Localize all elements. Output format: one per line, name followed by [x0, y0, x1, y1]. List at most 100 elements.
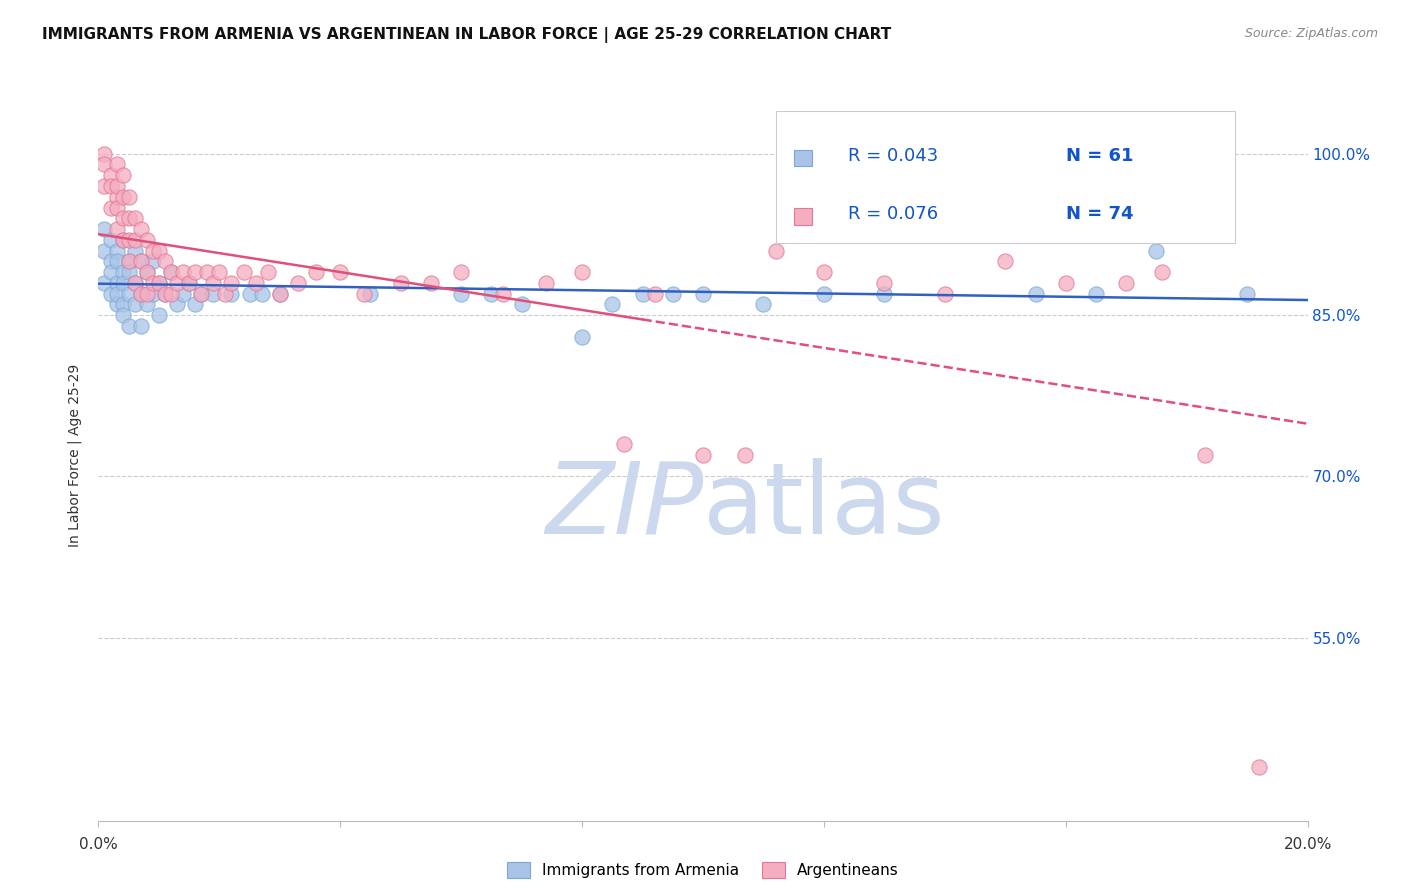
Point [105, 297, 128, 311]
Point [184, 297, 207, 311]
Point [214, 286, 236, 301]
Point [492, 286, 515, 301]
Point [269, 286, 291, 301]
Point [602, 297, 624, 311]
Point [135, 286, 157, 301]
Point [124, 211, 146, 226]
Point [129, 254, 152, 268]
Point [190, 286, 212, 301]
Point [93, 146, 115, 161]
Point [1054, 276, 1077, 290]
Point [172, 265, 194, 279]
Point [111, 297, 134, 311]
Point [256, 265, 278, 279]
Point [118, 318, 141, 333]
Point [93, 222, 115, 236]
Text: N = 61: N = 61 [1066, 147, 1133, 166]
Text: Source: ZipAtlas.com: Source: ZipAtlas.com [1244, 27, 1378, 40]
Point [873, 276, 896, 290]
Point [934, 286, 956, 301]
Point [100, 254, 122, 268]
Point [1115, 276, 1137, 290]
Point [118, 211, 141, 226]
Point [148, 276, 170, 290]
Point [124, 233, 146, 247]
Point [221, 286, 243, 301]
Point [129, 286, 152, 301]
Point [118, 286, 141, 301]
Point [208, 265, 231, 279]
FancyBboxPatch shape [776, 112, 1234, 243]
Point [305, 265, 328, 279]
Point [129, 286, 152, 301]
Point [160, 286, 183, 301]
Point [353, 286, 375, 301]
Point [994, 254, 1017, 268]
Point [360, 286, 382, 301]
Point [111, 233, 134, 247]
Point [105, 286, 128, 301]
Point [153, 286, 176, 301]
Point [105, 254, 128, 268]
Point [129, 318, 152, 333]
Bar [794, 150, 813, 166]
Point [450, 265, 472, 279]
Point [166, 276, 188, 290]
Point [124, 297, 146, 311]
Point [100, 265, 122, 279]
Point [1152, 265, 1174, 279]
Point [692, 286, 714, 301]
Point [105, 244, 128, 258]
Point [239, 286, 262, 301]
Point [389, 276, 412, 290]
Point [190, 286, 212, 301]
Point [105, 201, 128, 215]
Point [142, 254, 165, 268]
Point [105, 157, 128, 171]
Bar [794, 209, 813, 225]
Point [105, 190, 128, 204]
Point [118, 254, 141, 268]
Point [172, 286, 194, 301]
Point [644, 286, 666, 301]
Point [160, 265, 183, 279]
Point [111, 211, 134, 226]
Point [135, 233, 157, 247]
Point [111, 190, 134, 204]
Point [873, 286, 896, 301]
Point [1024, 286, 1046, 301]
Point [93, 276, 115, 290]
Point [100, 201, 122, 215]
Point [631, 286, 654, 301]
Text: atlas: atlas [703, 458, 945, 555]
Point [450, 286, 472, 301]
Point [142, 286, 165, 301]
Point [93, 244, 115, 258]
Point [245, 276, 267, 290]
Point [420, 276, 443, 290]
Point [111, 265, 134, 279]
Point [329, 265, 352, 279]
Point [135, 297, 157, 311]
Point [1144, 244, 1167, 258]
Point [571, 329, 593, 343]
Point [100, 286, 122, 301]
Text: IMMIGRANTS FROM ARMENIA VS ARGENTINEAN IN LABOR FORCE | AGE 25-29 CORRELATION CH: IMMIGRANTS FROM ARMENIA VS ARGENTINEAN I… [42, 27, 891, 43]
Point [135, 265, 157, 279]
Point [148, 244, 170, 258]
Point [118, 190, 141, 204]
Point [105, 222, 128, 236]
Point [287, 276, 309, 290]
Point [1194, 448, 1216, 462]
Point [481, 286, 503, 301]
Point [93, 157, 115, 171]
Text: 20.0%: 20.0% [1284, 837, 1331, 852]
Point [100, 233, 122, 247]
Point [195, 265, 218, 279]
Point [129, 222, 152, 236]
Point [100, 168, 122, 182]
Y-axis label: In Labor Force | Age 25-29: In Labor Force | Age 25-29 [67, 363, 83, 547]
Point [118, 265, 141, 279]
Point [752, 297, 775, 311]
Point [571, 265, 593, 279]
